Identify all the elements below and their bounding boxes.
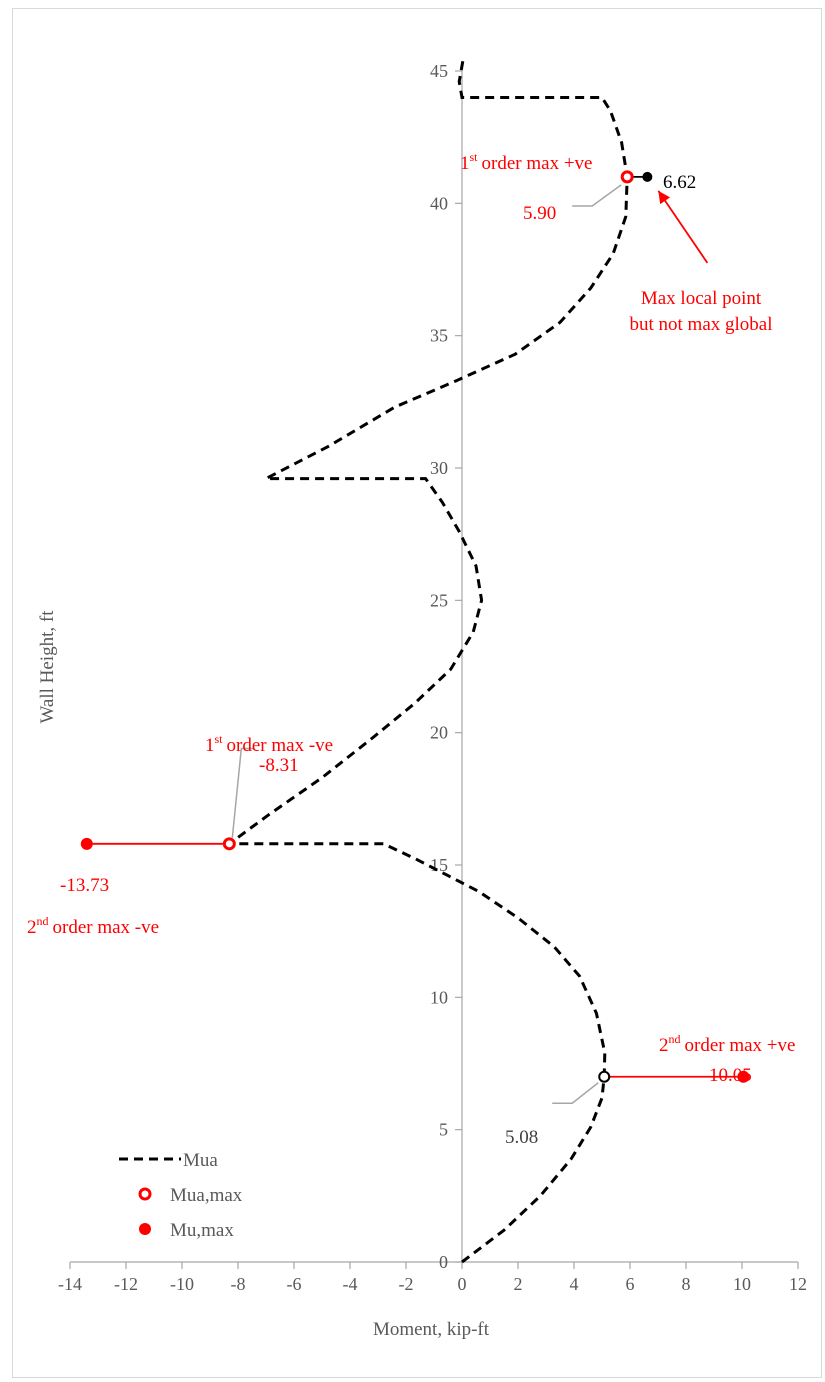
annotation-first-order-zone-value: 5.08 <box>505 1127 538 1148</box>
x-tick-label: -14 <box>58 1274 82 1294</box>
y-tick-label: 30 <box>430 458 448 478</box>
annotation-second-order-pos-value: 10.05 <box>709 1065 752 1086</box>
x-tick-label: 12 <box>789 1274 807 1294</box>
y-tick-label: 25 <box>430 590 448 610</box>
chart-frame: -14 -12 -10 -8 -6 -4 -2 0 2 4 6 8 10 12 0 5 10 15 20 25 30 35… <box>12 8 822 1378</box>
leader-neg-8-31 <box>231 747 254 838</box>
annotation-first-order-pos-label: 1st order max +ve <box>460 150 592 174</box>
annotation-first-order-neg-label: 1st order max -ve <box>205 732 333 756</box>
marker-mua-max <box>620 170 634 184</box>
x-tick-label: 6 <box>626 1274 635 1294</box>
legend-swatch-mua-max <box>138 1187 152 1201</box>
x-tick-label: 8 <box>682 1274 691 1294</box>
legend-swatch-mu-max <box>139 1223 151 1235</box>
arrow-shaft <box>657 190 709 264</box>
annotation-local-point-note-line1: Max local point <box>641 288 762 309</box>
marker-extra-filled <box>642 171 653 182</box>
annotation-second-order-pos-label: 2nd order max +ve <box>659 1032 795 1056</box>
series-mua-line <box>224 57 629 1264</box>
annotation-local-point-note-line2: but not max global <box>629 314 772 335</box>
y-tick-label: 5 <box>439 1120 448 1140</box>
annotation-first-order-neg-value: -8.31 <box>259 755 299 776</box>
y-tick-label: 35 <box>430 326 448 346</box>
x-tick-label: 10 <box>733 1274 751 1294</box>
y-tick-label: 20 <box>430 723 448 743</box>
marker-mu-max <box>80 837 93 850</box>
moment-chart: -14 -12 -10 -8 -6 -4 -2 0 2 4 6 8 10 12 0 5 10 15 20 25 30 35… <box>27 57 807 1340</box>
x-tick-label: -12 <box>114 1274 138 1294</box>
series-layer <box>80 57 750 1264</box>
marker-mua-max <box>222 837 236 851</box>
marker-mu-max <box>737 1070 750 1083</box>
x-tick-label: -6 <box>287 1274 302 1294</box>
legend-label-mua-max: Mua,max <box>170 1185 243 1206</box>
x-tick-label: -10 <box>170 1274 194 1294</box>
arrow-head <box>658 190 671 205</box>
x-tick-label: 0 <box>458 1274 467 1294</box>
x-tick-label: -4 <box>343 1274 358 1294</box>
axes: -14 -12 -10 -8 -6 -4 -2 0 2 4 6 8 10 12 0 5 10 15 20 25 30 35… <box>37 61 807 1340</box>
annotation-second-order-neg-value: -13.73 <box>60 875 109 896</box>
x-tick-label: -8 <box>231 1274 246 1294</box>
y-tick-label: 0 <box>439 1252 448 1272</box>
annotation-layer: 1st order max +ve 5.90 6.62 Max local poi… <box>27 150 795 1148</box>
annotation-first-order-pos-value: 5.90 <box>523 203 556 224</box>
x-axis-title: Moment, kip-ft <box>373 1319 490 1340</box>
y-tick-label: 45 <box>430 61 448 81</box>
y-tick-label: 10 <box>430 987 448 1007</box>
annotation-second-order-neg-label: 2nd order max -ve <box>27 914 159 938</box>
y-axis-title: Wall Height, ft <box>37 610 58 724</box>
annotation-local-point-value: 6.62 <box>663 172 696 193</box>
x-tick-label: 4 <box>570 1274 579 1294</box>
marker-extra-open <box>598 1070 611 1083</box>
y-tick-label: 15 <box>430 855 448 875</box>
leader-5-90 <box>572 184 622 207</box>
x-tick-label: 2 <box>514 1274 523 1294</box>
x-tick-label: -2 <box>399 1274 414 1294</box>
legend-label-mua: Mua <box>183 1150 218 1171</box>
y-tick-label: 40 <box>430 193 448 213</box>
legend-label-mu-max: Mu,max <box>170 1220 234 1241</box>
legend: Mua Mua,max Mu,max <box>119 1150 243 1241</box>
leader-5-08 <box>552 1082 599 1104</box>
